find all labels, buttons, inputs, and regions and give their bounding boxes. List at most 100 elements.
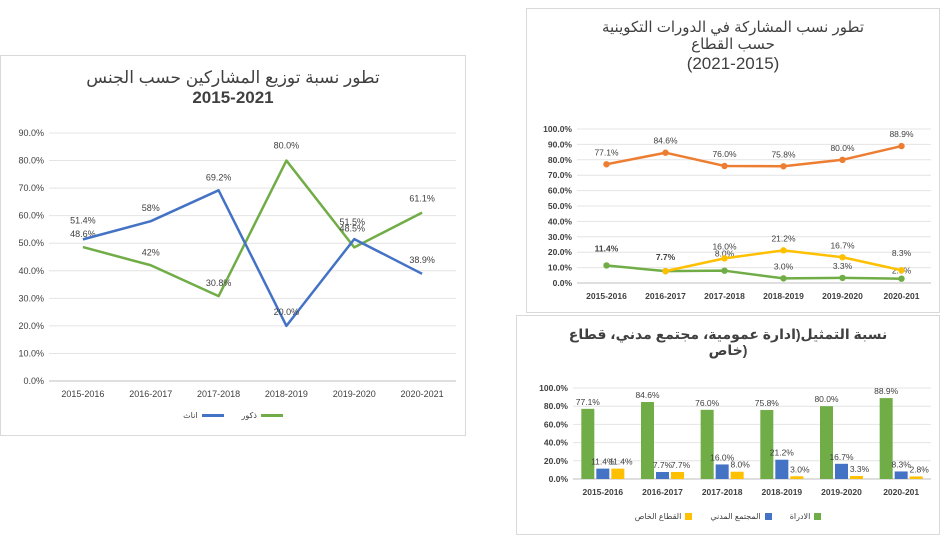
data-label: 77.1% xyxy=(594,147,619,157)
data-label: 3.3% xyxy=(850,464,870,474)
chart-title: نسبة التمثيل(ادارة عمومية، مجتمع مدني، ق… xyxy=(517,326,939,358)
legend-label: ذكور xyxy=(241,411,257,420)
bar xyxy=(835,463,848,479)
data-point xyxy=(721,267,728,274)
series-line xyxy=(82,159,423,298)
x-tick-label: 2016-2017 xyxy=(129,389,172,399)
bar xyxy=(581,408,595,479)
chart-legend: ذكور اناث xyxy=(1,411,465,420)
gender-distribution-chart: تطور نسبة توزيع المشاركين حسب الجنس 2015… xyxy=(0,55,466,436)
x-tick-label: 2018-2019 xyxy=(762,487,803,497)
y-tick-label: 40.0% xyxy=(18,266,44,276)
representation-bar-chart: نسبة التمثيل(ادارة عمومية، مجتمع مدني، ق… xyxy=(516,315,940,535)
bar xyxy=(671,471,684,479)
legend-swatch xyxy=(201,414,224,417)
x-tick-label: 2015-2016 xyxy=(61,389,104,399)
x-tick-label: 2015-2016 xyxy=(586,291,627,301)
data-point xyxy=(839,156,846,163)
legend-swatch xyxy=(260,414,283,417)
data-label: 42% xyxy=(142,247,160,257)
y-tick-label: 100.0% xyxy=(543,124,572,134)
data-point xyxy=(603,262,610,269)
bar xyxy=(760,410,774,479)
sector-participation-chart: تطور نسب المشاركة في الدورات التكوينية ح… xyxy=(526,8,940,313)
y-tick-label: 70.0% xyxy=(18,183,44,193)
bar xyxy=(879,398,893,479)
data-label: 8.3% xyxy=(892,248,912,258)
chart-title: تطور نسب المشاركة في الدورات التكوينية ح… xyxy=(527,19,939,73)
data-label: 16.0% xyxy=(710,452,735,462)
data-label: 16.7% xyxy=(829,452,854,462)
legend-swatch xyxy=(764,513,772,520)
y-tick-label: 50.0% xyxy=(18,238,44,248)
x-tick-label: 2016-2017 xyxy=(645,291,686,301)
y-tick-label: 100.0% xyxy=(539,383,568,393)
data-label: 16.0% xyxy=(712,241,737,251)
legend-swatch xyxy=(814,513,822,520)
y-tick-label: 70.0% xyxy=(548,170,573,180)
chart-title-line2: حسب القطاع xyxy=(691,36,775,54)
bar xyxy=(894,471,908,479)
data-label: 3.3% xyxy=(833,261,853,271)
data-label: 16.7% xyxy=(830,240,855,250)
y-tick-label: 80.0% xyxy=(544,401,569,411)
y-tick-label: 60.0% xyxy=(18,211,44,221)
data-label: 2.8% xyxy=(909,464,929,474)
data-label: 80.0% xyxy=(830,143,855,153)
representation-bar-plot: 0.0% 20.0% 40.0% 60.0% 80.0% 100.0% 2015-2016 2… xyxy=(539,383,931,497)
data-point xyxy=(780,247,787,254)
x-tick-label: 2018-2019 xyxy=(265,389,308,399)
data-point xyxy=(898,267,905,274)
y-tick-label: 80.0% xyxy=(548,155,573,165)
chart-title-line2: خاص) xyxy=(708,342,748,359)
data-label: 38.9% xyxy=(409,255,435,265)
x-tick-label: 2019-2020 xyxy=(333,389,376,399)
data-label: 8.0% xyxy=(730,460,750,470)
bar xyxy=(611,468,625,479)
x-tick-label: 2020-201 xyxy=(884,291,920,301)
y-tick-label: 0.0% xyxy=(549,474,569,484)
data-label: 76.0% xyxy=(712,149,737,159)
legend-swatch xyxy=(685,513,693,520)
data-label: 58% xyxy=(142,203,160,213)
data-point xyxy=(603,161,610,168)
x-tick-label: 2019-2020 xyxy=(822,291,863,301)
data-point xyxy=(839,254,846,261)
data-label: 11.4% xyxy=(609,457,633,467)
gender-line-plot: 0.0% 10.0% 20.0% 30.0% 40.0% 50.0% 60.0% 70.0% 8… xyxy=(18,128,456,399)
x-tick-label: 2016-2017 xyxy=(642,487,683,497)
bar xyxy=(790,476,804,479)
y-tick-label: 90.0% xyxy=(548,139,573,149)
y-tick-label: 50.0% xyxy=(548,201,573,211)
data-label: 48.5% xyxy=(339,223,365,233)
data-point xyxy=(780,163,787,170)
bar xyxy=(909,476,923,479)
data-label: 8.3% xyxy=(891,459,911,469)
chart-subtitle: (2021-2015) xyxy=(686,53,780,73)
bar xyxy=(850,475,863,479)
x-tick-label: 2020-2021 xyxy=(401,389,444,399)
chart-title-line1: تطور نسب المشاركة في الدورات التكوينية xyxy=(601,19,864,36)
data-label: 80.0% xyxy=(814,394,839,404)
data-label: 20.0% xyxy=(274,307,300,317)
legend-label: القطاع الخاص xyxy=(634,512,682,521)
data-label: 3.0% xyxy=(790,464,810,474)
y-tick-label: 40.0% xyxy=(548,216,573,226)
legend-label: المجتمع المدني xyxy=(710,512,761,521)
data-label: 69.2% xyxy=(206,172,232,182)
data-label: 48.6% xyxy=(70,229,96,239)
data-label: 21.2% xyxy=(770,448,795,458)
data-label: 84.6% xyxy=(635,390,660,400)
data-label: 21.2% xyxy=(771,233,796,243)
legend-label: اناث xyxy=(183,411,198,420)
chart-title: تطور نسبة توزيع المشاركين حسب الجنس 2015… xyxy=(1,68,465,107)
legend-item-female: اناث xyxy=(183,411,224,420)
legend-item-administration: الادراة xyxy=(790,512,822,521)
data-point xyxy=(662,267,669,275)
data-label: 76.0% xyxy=(695,398,720,408)
bar xyxy=(596,468,610,479)
bar xyxy=(641,402,654,479)
y-tick-label: 10.0% xyxy=(18,348,44,358)
x-tick-label: 2017-2018 xyxy=(197,389,240,399)
y-tick-label: 30.0% xyxy=(18,293,44,303)
